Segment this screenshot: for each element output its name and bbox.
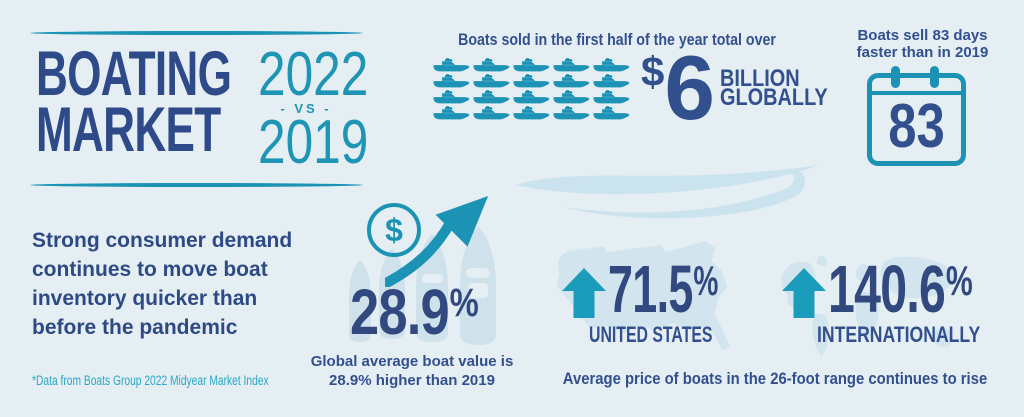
boat-icon (513, 106, 550, 120)
boat-icon (593, 106, 630, 120)
price-rise-caption: Average price of boats in the 26-foot ra… (562, 370, 988, 388)
dollar-circle-icon: $ (367, 203, 421, 257)
boat-value-caption-line2: 28.9% higher than 2019 (329, 372, 495, 389)
sell-speed-heading-line1: Boats sell 83 days (857, 27, 988, 44)
us-price-stat: 71.5 % (562, 252, 773, 327)
boat-icon (513, 90, 550, 104)
up-arrow-icon (562, 268, 606, 318)
us-price-label: UNITED STATES (589, 322, 713, 347)
boat-value-caption-line1: Global average boat value is (310, 353, 514, 370)
unit-globally-label: GLOBALLY (719, 84, 828, 111)
title-block: BOATING MARKET (36, 39, 315, 165)
calendar-peg-right (930, 66, 939, 88)
billion-amount: 6 (664, 38, 715, 139)
us-map-decoration (556, 241, 731, 351)
boat-icon (593, 58, 630, 72)
boat-icon (593, 74, 630, 88)
sell-speed-heading: Boats sell 83 days faster than in 2019 (840, 27, 1005, 61)
title-years: 2022 - VS - 2019 (246, 40, 369, 177)
boat-icon (433, 106, 470, 120)
boat-pictogram-grid (433, 57, 633, 121)
days-faster-value: 83 (888, 92, 945, 161)
boat-value-number: 28.9 (350, 276, 450, 348)
international-price-percent: % (945, 257, 973, 304)
boat-icon (473, 58, 510, 72)
boat-value-caption: Global average boat value is 28.9% highe… (302, 352, 522, 390)
title-vs-label: - VS - (280, 101, 332, 116)
sell-speed-heading-line2: faster than in 2019 (856, 44, 989, 61)
boat-value-stat: 28.9 % (350, 276, 507, 348)
boat-icon (513, 74, 550, 88)
billion-unit: BILLION GLOBALLY (719, 65, 850, 111)
calendar-header-rule (872, 91, 961, 95)
us-price-value: 71.5 (608, 252, 693, 327)
boat-icon (553, 58, 590, 72)
us-price-percent: % (693, 257, 719, 304)
boats-sold-heading: Boats sold in the first half of the year… (458, 31, 776, 49)
growth-arrow-icon (385, 196, 489, 287)
calendar-icon (867, 73, 966, 166)
boat-icon (553, 74, 590, 88)
demand-statement: Strong consumer demand continues to move… (32, 229, 293, 339)
boat-icon (433, 90, 470, 104)
boat-icon (553, 90, 590, 104)
title-top-rule (30, 31, 363, 35)
boat-icon (433, 58, 470, 72)
international-price-stat: 140.6 % (782, 252, 1024, 327)
dollar-circle-symbol: $ (385, 211, 403, 248)
boat-icon (513, 58, 550, 72)
up-arrow-icon (782, 268, 826, 318)
wave-swoosh-decoration (515, 165, 820, 219)
title-word-boating: BOATING (36, 39, 232, 109)
boat-icon (433, 74, 470, 88)
international-price-label: INTERNATIONALLY (817, 322, 981, 347)
calendar-peg-left (891, 66, 900, 88)
title-year-2022: 2022 (258, 40, 369, 109)
dollar-symbol: $ (641, 48, 665, 95)
boat-value-percent: % (449, 281, 479, 325)
boat-icon (473, 106, 510, 120)
boat-icon (593, 90, 630, 104)
data-source-footnote: *Data from Boats Group 2022 Midyear Mark… (32, 373, 269, 388)
title-bottom-rule (30, 183, 363, 187)
title-word-market: MARKET (36, 95, 221, 165)
unit-billion-label: BILLION (719, 65, 800, 92)
boat-icon (553, 106, 590, 120)
boat-icon (473, 90, 510, 104)
billion-stat: $ 6 BILLION GLOBALLY (641, 38, 850, 139)
international-price-value: 140.6 (828, 252, 946, 327)
boat-icon (473, 74, 510, 88)
title-year-2019: 2019 (258, 108, 369, 177)
